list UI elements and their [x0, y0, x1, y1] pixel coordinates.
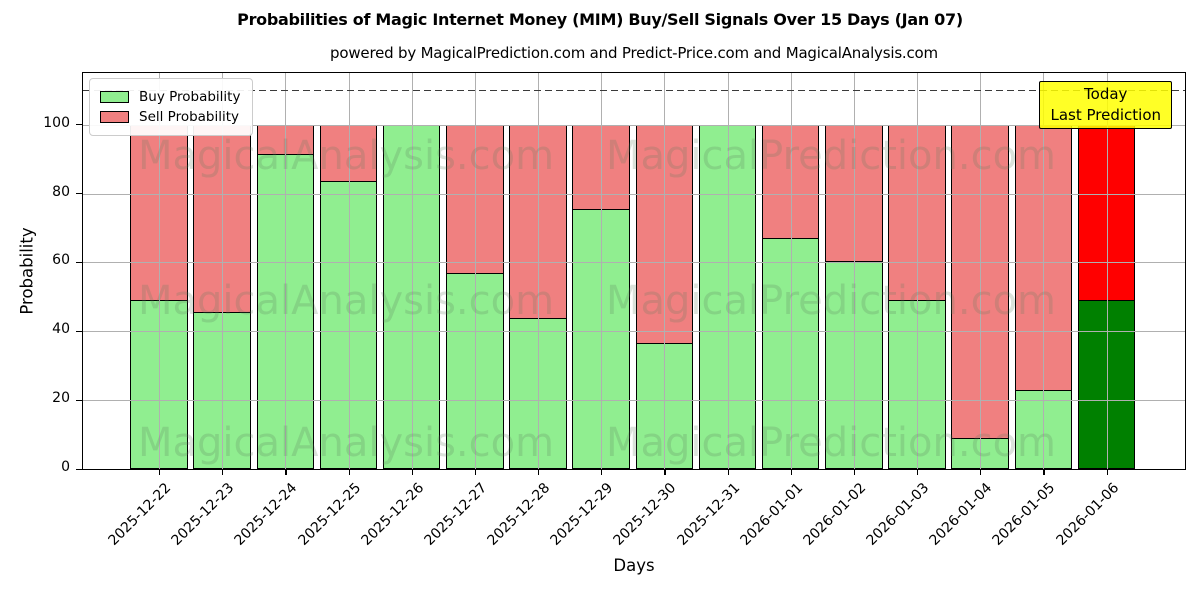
x-tick-label: 2026-01-02 [800, 480, 870, 549]
x-tick-mark [538, 470, 540, 475]
y-axis-label: Probability [17, 227, 37, 315]
sell-swatch-icon [100, 111, 129, 123]
x-tick-mark [917, 470, 919, 475]
legend: Buy Probability Sell Probability [89, 78, 254, 136]
x-tick-mark [727, 470, 729, 475]
v-gridline [790, 73, 792, 469]
threshold-dashed-line [83, 90, 1185, 92]
h-gridline-20 [83, 400, 1185, 402]
h-gridline-60 [83, 262, 1185, 264]
y-tick-mark [76, 399, 82, 401]
v-gridline [348, 73, 350, 469]
x-tick-label: 2026-01-05 [989, 480, 1059, 549]
x-tick-label: 2026-01-03 [863, 480, 933, 549]
v-gridline [538, 73, 540, 469]
chart-title: Probabilities of Magic Internet Money (M… [237, 10, 963, 29]
h-gridline-100 [83, 124, 1185, 126]
x-tick-label: 2025-12-22 [105, 480, 175, 549]
v-gridline [980, 73, 982, 469]
x-tick-mark [664, 470, 666, 475]
v-gridline [474, 73, 476, 469]
y-tick-label: 0 [61, 459, 70, 475]
y-tick-mark [76, 193, 82, 195]
v-gridline [1043, 73, 1045, 469]
v-gridline [1106, 73, 1108, 469]
x-tick-label: 2025-12-31 [673, 480, 743, 549]
x-tick-mark [411, 470, 413, 475]
x-tick-mark [601, 470, 603, 475]
v-gridline [727, 73, 729, 469]
x-tick-label: 2025-12-23 [168, 480, 238, 549]
x-tick-label: 2025-12-25 [294, 480, 364, 549]
x-tick-label: 2025-12-27 [421, 480, 491, 549]
x-tick-mark [790, 470, 792, 475]
x-tick-label: 2025-12-28 [484, 480, 554, 549]
y-tick-label: 20 [52, 390, 70, 407]
y-tick-label: 80 [52, 183, 70, 200]
x-tick-mark [348, 470, 350, 475]
y-tick-mark [76, 124, 82, 126]
x-tick-label: 2025-12-30 [610, 480, 680, 549]
x-tick-mark [222, 470, 224, 475]
v-gridline [222, 73, 224, 469]
x-tick-mark [980, 470, 982, 475]
x-tick-mark [1043, 470, 1045, 475]
x-tick-label: 2026-01-04 [926, 480, 996, 549]
x-tick-mark [1106, 470, 1108, 475]
y-tick-mark [76, 468, 82, 470]
y-tick-label: 40 [52, 321, 70, 338]
y-tick-label: 60 [52, 252, 70, 269]
v-gridline [411, 73, 413, 469]
x-tick-mark [159, 470, 161, 475]
legend-item-sell: Sell Probability [100, 107, 240, 127]
v-gridline [159, 73, 160, 469]
x-tick-mark [285, 470, 287, 475]
v-gridline [917, 73, 919, 469]
x-tick-label: 2026-01-01 [737, 480, 807, 549]
y-tick-mark [76, 261, 82, 264]
plot-area: MagicalAnalysis.com MagicalPrediction.com… [82, 72, 1186, 470]
v-gridline [664, 73, 666, 469]
v-gridline [285, 73, 287, 469]
buy-swatch-icon [100, 91, 129, 103]
y-tick-label: 100 [43, 114, 70, 131]
v-gridline [853, 73, 855, 469]
today-annotation: Today Last Prediction [1039, 81, 1172, 129]
x-tick-label: 2025-12-26 [358, 480, 427, 549]
today-annotation-line1: Today [1084, 85, 1128, 103]
x-tick-label: 2025-12-29 [547, 480, 617, 549]
today-annotation-line2: Last Prediction [1050, 106, 1161, 124]
v-gridline [601, 73, 603, 469]
legend-item-buy: Buy Probability [100, 87, 240, 107]
x-tick-mark [474, 470, 477, 475]
h-gridline-80 [83, 193, 1185, 195]
legend-label-buy: Buy Probability [139, 89, 241, 105]
chart-subtitle: powered by MagicalPrediction.com and Pre… [330, 44, 938, 62]
x-tick-label: 2026-01-06 [1053, 480, 1122, 549]
y-tick-mark [76, 330, 82, 332]
h-gridline-40 [83, 331, 1185, 333]
x-tick-mark [853, 470, 856, 475]
legend-label-sell: Sell Probability [139, 109, 240, 125]
x-axis-label: Days [613, 556, 655, 575]
x-tick-label: 2025-12-24 [231, 480, 301, 549]
